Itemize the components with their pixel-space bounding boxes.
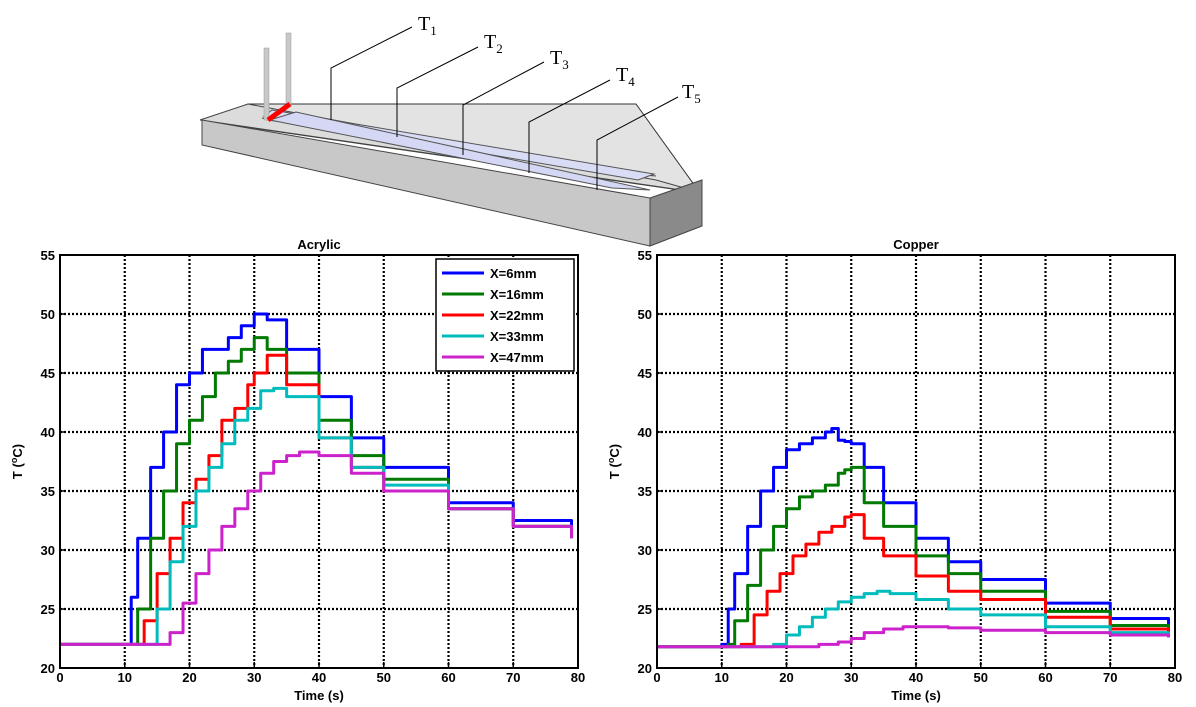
y-tick-label: 45 xyxy=(41,366,55,381)
y-axis-label: T (oC) xyxy=(606,444,622,479)
series-line-x-6mm xyxy=(657,426,1171,649)
x-axis-label: Time (s) xyxy=(891,688,941,703)
legend: X=6mm X=16mm X=22mm X=33mm X=47mm xyxy=(435,258,575,372)
y-tick-label: 40 xyxy=(41,425,55,440)
channel-inner xyxy=(269,111,651,191)
x-tick-label: 40 xyxy=(312,670,326,685)
sensor-label-5: T5 xyxy=(682,81,701,106)
probe-left xyxy=(263,47,270,121)
y-tick-label: 35 xyxy=(638,484,652,499)
sensor-label-2: T2 xyxy=(484,31,503,56)
y-tick-label: 20 xyxy=(638,661,652,676)
y-tick-label: 50 xyxy=(41,307,55,322)
y-tick-label: 45 xyxy=(638,366,652,381)
x-axis-label: Time (s) xyxy=(294,688,344,703)
legend-label: X=33mm xyxy=(490,329,544,344)
probe-right xyxy=(285,32,292,106)
x-tick-label: 20 xyxy=(182,670,196,685)
x-tick-label: 70 xyxy=(506,670,520,685)
chart-copper: 0 10 20 30 40 50 60 70 80 20 25 30 35 40 45 50 55 Copper T… xyxy=(606,237,1182,703)
x-tick-label: 60 xyxy=(1038,670,1052,685)
sensor-leader-4 xyxy=(528,79,611,173)
x-tick-label: 0 xyxy=(653,670,660,685)
sensor-label-3: T3 xyxy=(550,47,569,72)
y-tick-label: 20 xyxy=(41,661,55,676)
sensor-label-4: T4 xyxy=(616,64,635,89)
y-tick-label: 40 xyxy=(638,425,652,440)
legend-label: X=22mm xyxy=(490,308,544,323)
legend-label: X=47mm xyxy=(490,350,544,365)
x-tick-label: 30 xyxy=(844,670,858,685)
series-line-x-16mm xyxy=(657,465,1171,649)
legend-label: X=16mm xyxy=(490,287,544,302)
y-tick-label: 55 xyxy=(41,248,55,263)
x-tick-label: 80 xyxy=(1168,670,1182,685)
series-line-x-47mm xyxy=(657,625,1171,649)
heater-element xyxy=(266,101,292,123)
y-tick-label: 55 xyxy=(638,248,652,263)
y-tick-label: 25 xyxy=(41,602,55,617)
x-tick-label: 0 xyxy=(56,670,63,685)
sensor-label-1: T1 xyxy=(418,13,437,38)
y-tick-label: 25 xyxy=(638,602,652,617)
y-tick-label: 30 xyxy=(638,543,652,558)
sensor-leader-3 xyxy=(462,61,545,155)
x-tick-label: 40 xyxy=(909,670,923,685)
x-tick-label: 10 xyxy=(118,670,132,685)
x-tick-label: 30 xyxy=(247,670,261,685)
x-tick-label: 70 xyxy=(1103,670,1117,685)
x-tick-label: 10 xyxy=(715,670,729,685)
chart-acrylic: 0 10 20 30 40 50 60 70 80 20 25 30 35 40 45 50 55 Acrylic… xyxy=(9,237,585,703)
x-tick-label: 20 xyxy=(779,670,793,685)
sensor-leader-5 xyxy=(596,96,679,190)
y-axis-label: T (oC) xyxy=(9,444,25,479)
chart-title: Acrylic xyxy=(297,237,340,252)
y-tick-label: 50 xyxy=(638,307,652,322)
chart-title: Copper xyxy=(893,237,939,252)
plate-side xyxy=(649,179,703,247)
x-tick-label: 50 xyxy=(377,670,391,685)
series-line-x-33mm xyxy=(60,386,574,646)
x-tick-label: 80 xyxy=(571,670,585,685)
series-line-x-47mm xyxy=(60,450,574,646)
sensor-leader-1 xyxy=(330,26,413,120)
series-line-x-33mm xyxy=(657,589,1171,649)
y-tick-label: 30 xyxy=(41,543,55,558)
y-tick-label: 35 xyxy=(41,484,55,499)
legend-label: X=6mm xyxy=(490,266,537,281)
x-tick-label: 60 xyxy=(441,670,455,685)
series-line-x-22mm xyxy=(657,513,1171,649)
sensor-leader-2 xyxy=(396,46,479,137)
x-tick-label: 50 xyxy=(974,670,988,685)
plate-diagram: T1 T2 T3 T4 T5 xyxy=(199,13,703,247)
